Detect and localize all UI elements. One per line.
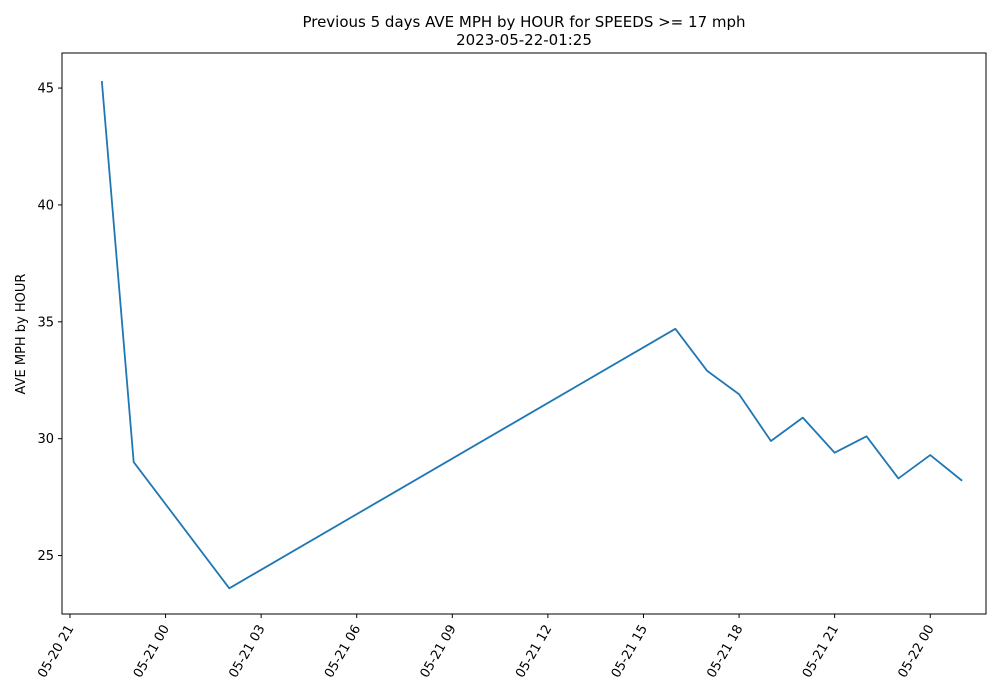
series-layer <box>100 80 963 590</box>
plot-area <box>61 52 987 615</box>
y-tick-label: 35 <box>37 315 54 330</box>
y-tick-label: 40 <box>37 198 54 213</box>
chart-title: Previous 5 days AVE MPH by HOUR for SPEE… <box>302 13 745 31</box>
y-axis: 25 30 35 40 45 <box>37 82 62 564</box>
y-axis-label: AVE MPH by HOUR <box>14 274 29 395</box>
series-line <box>100 80 963 590</box>
y-tick-label: 25 <box>37 549 54 564</box>
y-tick-label: 45 <box>37 82 54 97</box>
y-tick-label: 30 <box>37 432 54 447</box>
chart-subtitle: 2023-05-22-01:25 <box>456 31 592 49</box>
